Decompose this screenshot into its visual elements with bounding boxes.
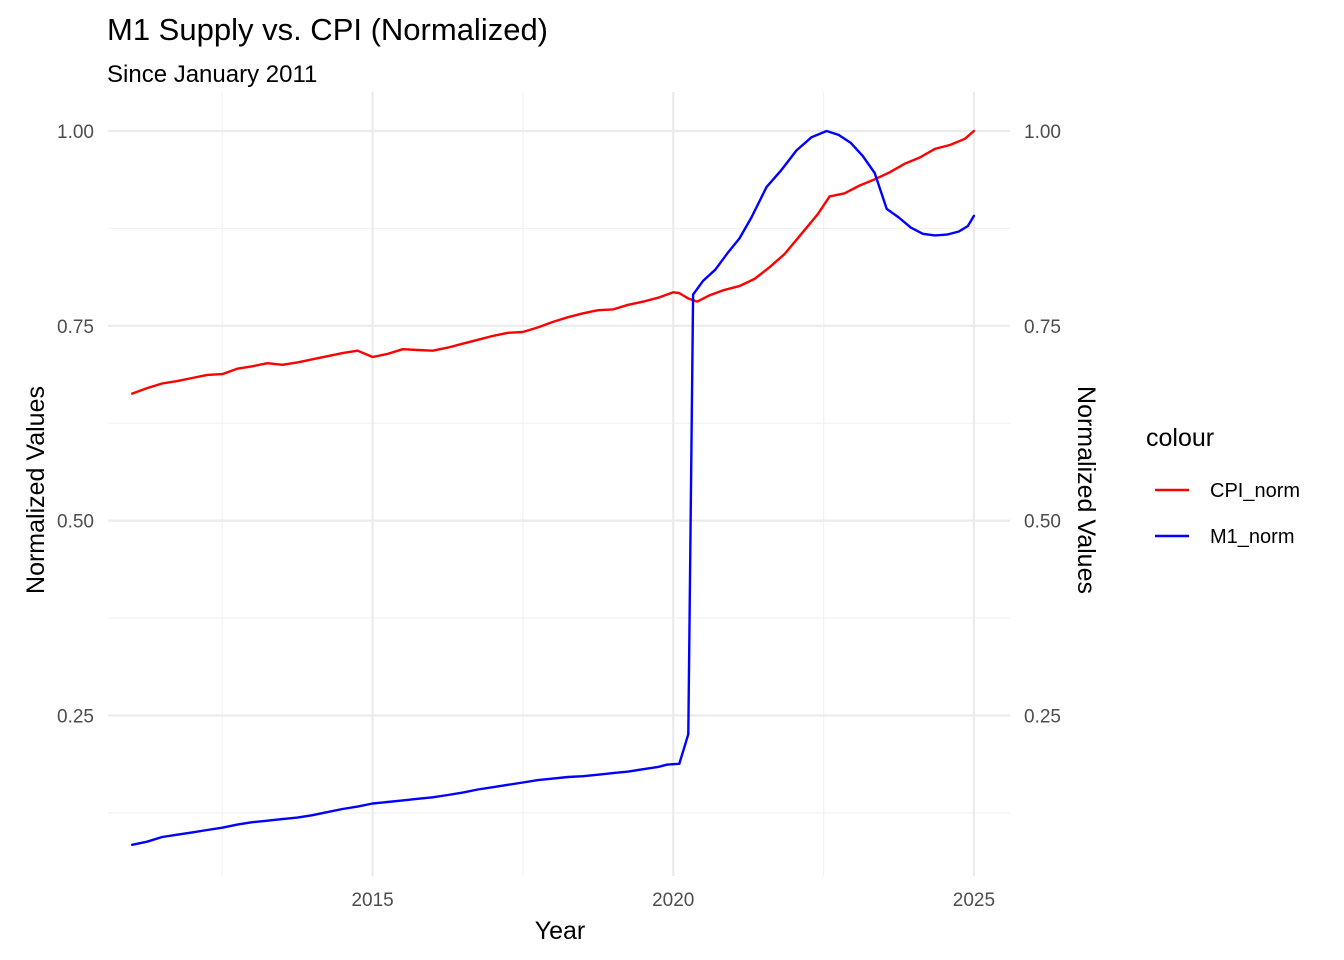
legend-label-cpi-norm: CPI_norm	[1210, 480, 1300, 502]
legend: colour CPI_norm M1_norm	[1146, 424, 1300, 548]
legend-title: colour	[1146, 424, 1214, 452]
y-tick-label-right: 0.25	[1024, 706, 1061, 727]
x-tick-label: 2020	[652, 890, 694, 911]
chart-subtitle: Since January 2011	[107, 61, 317, 88]
y-tick-label-left: 0.50	[57, 512, 94, 533]
y-axis-title: Normalized Values	[22, 386, 50, 594]
series-line-m1-norm	[130, 129, 976, 846]
series-line-cpi-norm	[130, 129, 976, 395]
y-tick-label-right: 0.75	[1024, 317, 1061, 338]
x-tick-label: 2015	[351, 890, 393, 911]
tick-labels: 2015 2020 2025 0.25 0.25 0.50 0.50 0.75 0.75 1.00…	[57, 122, 1061, 911]
x-tick-label: 2025	[953, 890, 995, 911]
y-tick-label-left: 0.75	[57, 317, 94, 338]
y-axis-title-right: Normalized Values	[1072, 386, 1100, 594]
y-tick-label-right: 0.50	[1024, 512, 1061, 533]
y-tick-label-right: 1.00	[1024, 122, 1061, 143]
series-lines	[130, 129, 976, 846]
y-tick-label-left: 0.25	[57, 706, 94, 727]
x-axis-title: Year	[535, 917, 586, 945]
y-tick-label-left: 1.00	[57, 122, 94, 143]
grid	[108, 92, 1010, 876]
chart-title: M1 Supply vs. CPI (Normalized)	[107, 12, 548, 47]
legend-label-m1-norm: M1_norm	[1210, 526, 1294, 548]
